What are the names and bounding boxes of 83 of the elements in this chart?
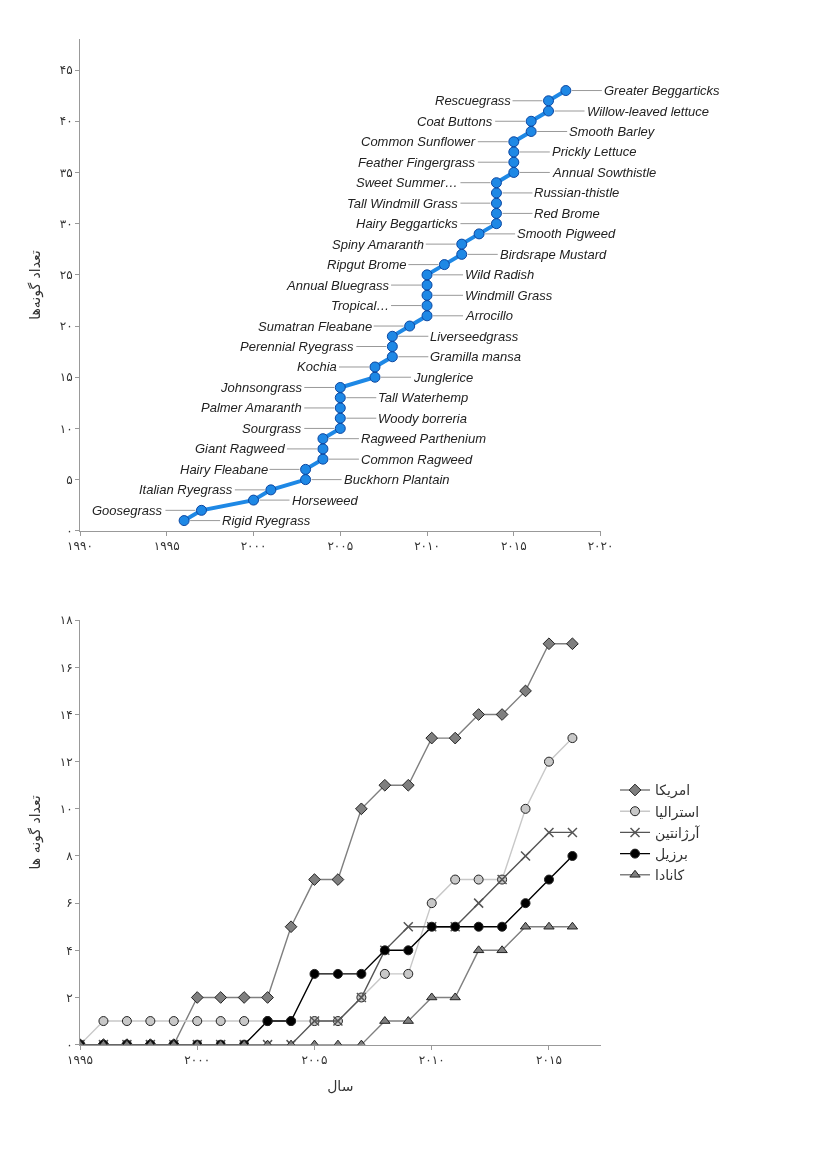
legend-label: کانادا — [655, 867, 685, 884]
annotation: Feather Fingergrass — [358, 155, 476, 170]
y-tick-label: ۲۰ — [59, 319, 73, 334]
annotation: Kochia — [297, 359, 337, 374]
annotation: Annual Sowthistle — [552, 165, 657, 180]
annotation: Goosegrass — [92, 503, 163, 518]
annotation: Sweet Summer… — [356, 175, 458, 190]
annotation: Horseweed — [292, 493, 359, 508]
y-tick-label: ۱۰ — [59, 802, 73, 817]
x-tick-label: ۲۰۰۰ — [184, 1053, 211, 1068]
y-tick-label: ۲۵ — [59, 268, 73, 283]
annotation: Tropical… — [331, 298, 390, 313]
annotation: Common Ragweed — [361, 452, 474, 467]
y-tick-label: ۴ — [66, 943, 73, 958]
legend-label: استرالیا — [655, 803, 700, 821]
x-tick-label: ۲۰۱۰ — [418, 1053, 445, 1068]
annotation: Red Brome — [534, 206, 600, 221]
legend-label: امریکا — [655, 782, 691, 800]
annotation: Common Sunflower — [361, 134, 476, 149]
annotation: Ripgut Brome — [327, 257, 407, 272]
legend-label: آرژانتین — [655, 824, 701, 842]
annotation: Tall Waterhemp — [378, 390, 469, 405]
annotation: Palmer Amaranth — [201, 400, 302, 415]
annotation: Junglerice — [413, 370, 474, 385]
x-tick-label: ۲۰۰۰ — [240, 539, 267, 554]
x-tick-label: ۱۹۹۰ — [67, 539, 93, 554]
annotation: Spiny Amaranth — [332, 237, 425, 252]
annotation: Rescuegrass — [435, 93, 512, 108]
annotation: Willow-leaved lettuce — [587, 104, 709, 119]
annotation: Gramilla mansa — [430, 349, 522, 364]
annotation: Hairy Fleabane — [180, 462, 269, 477]
y-axis-title: تعداد گونه ها — [27, 795, 45, 870]
annotation: Smooth Pigweed — [517, 226, 617, 241]
annotation: Perennial Ryegrass — [240, 339, 354, 354]
y-tick-label: ۱۲ — [59, 754, 73, 769]
annotation: Greater Beggarticks — [604, 83, 721, 98]
x-tick-label: ۲۰۱۵ — [536, 1053, 562, 1068]
annotation: Rigid Ryegrass — [222, 513, 311, 528]
annotation: Coat Buttons — [417, 114, 493, 129]
x-tick-label: ۲۰۱۰ — [414, 539, 440, 554]
annotation: Sourgrass — [242, 421, 302, 436]
annotation: Giant Ragweed — [195, 441, 286, 456]
annotation: Arrocillo — [465, 308, 513, 323]
legend-label: برزیل — [655, 846, 688, 864]
y-tick-label: ۲ — [66, 990, 73, 1005]
x-tick-label: ۱۹۹۵ — [153, 539, 180, 554]
annotation: Russian-thistle — [534, 185, 620, 200]
y-tick-label: ۳۵ — [59, 165, 73, 180]
annotation: Wild Radish — [465, 267, 535, 282]
y-tick-label: ۱۸ — [59, 613, 74, 628]
x-axis-title: سال — [327, 1078, 354, 1095]
annotation: Annual Bluegrass — [286, 278, 390, 293]
annotation: Ragweed Parthenium — [361, 431, 487, 446]
annotation: Liverseedgrass — [430, 329, 519, 344]
x-tick-label: ۲۰۲۰ — [587, 539, 614, 554]
y-tick-label: ۰ — [66, 524, 73, 539]
x-tick-label: ۲۰۰۵ — [327, 539, 354, 554]
y-tick-label: ۴۵ — [59, 63, 73, 78]
annotation: Buckhorn Plantain — [344, 472, 450, 487]
annotation: Sumatran Fleabane — [258, 319, 373, 334]
annotation: Woody borreria — [378, 411, 467, 426]
y-tick-label: ۱۵ — [59, 370, 73, 385]
y-tick-label: ۸ — [66, 849, 74, 864]
y-tick-label: ۴۰ — [59, 114, 73, 129]
annotation: Johnsongrass — [220, 380, 303, 395]
annotation: Windmill Grass — [465, 288, 553, 303]
y-tick-label: ۱۰ — [59, 421, 73, 436]
x-tick-label: ۱۹۹۵ — [67, 1053, 93, 1068]
y-tick-label: ۱۴ — [59, 707, 73, 722]
y-tick-label: ۱۶ — [59, 660, 73, 675]
y-tick-label: ۰ — [66, 1037, 73, 1052]
x-tick-label: ۲۰۰۵ — [301, 1053, 328, 1068]
annotation: Tall Windmill Grass — [347, 196, 459, 211]
annotation: Italian Ryegrass — [139, 482, 233, 497]
y-tick-label: ۳۰ — [59, 216, 73, 231]
x-tick-label: ۲۰۱۵ — [500, 539, 527, 554]
annotation: Prickly Lettuce — [552, 144, 637, 159]
y-tick-label: ۶ — [66, 896, 73, 911]
y-axis-title: تعداد گونه‌ها — [27, 250, 45, 320]
annotation: Hairy Beggarticks — [356, 216, 459, 231]
annotation: Birdsrape Mustard — [500, 247, 607, 262]
y-tick-label: ۵ — [66, 472, 73, 487]
annotation: Smooth Barley — [569, 124, 656, 139]
